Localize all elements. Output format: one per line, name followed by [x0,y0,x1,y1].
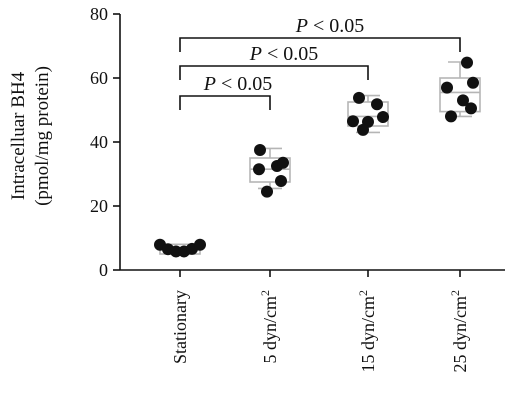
y-tick-label: 60 [90,68,108,88]
x-category-label: 5 dyn/cm2 [258,290,280,364]
y-tick-label: 80 [90,4,108,24]
data-point [347,115,359,128]
x-category-label: 25 dyn/cm2 [448,290,470,373]
y-tick-label: 0 [99,260,108,280]
data-point [445,110,457,123]
data-point [254,144,266,156]
y-axis-label-line1: Intracelluar BH4 [8,71,29,200]
data-point [253,163,265,176]
significance-bracket: P < 0.05 [179,73,273,110]
data-point [465,102,477,115]
data-point [371,98,383,111]
data-point [457,94,469,107]
data-point [277,156,289,169]
data-point [275,175,287,188]
y-ticks: 0 20 40 60 80 [90,4,120,280]
x-category-label: Stationary [170,290,190,364]
data-points [154,56,479,258]
significance-bracket: P < 0.05 [179,43,369,80]
data-point [467,76,479,89]
bracket-line [179,65,369,80]
significance-label: P < 0.05 [249,43,319,65]
data-point [461,56,473,69]
data-point [377,111,389,124]
significance-label: P < 0.05 [203,73,273,95]
significance-bracket: P < 0.05 [179,15,461,52]
data-point [194,238,206,251]
significance-brackets: P < 0.05 P < 0.05 P < 0.05 [179,15,461,110]
x-category-label: 15 dyn/cm2 [356,290,378,373]
data-point [261,185,273,198]
data-point [441,81,453,94]
y-tick-label: 40 [90,132,108,152]
data-point [357,123,369,136]
x-categories: Stationary 5 dyn/cm2 15 dyn/cm2 25 dyn/cm2 [170,270,470,373]
y-axis-label-line2: (pmol/mg protein) [32,66,53,206]
significance-label: P < 0.05 [295,15,365,37]
y-tick-label: 20 [90,196,108,216]
data-point [353,91,365,104]
bracket-line [179,95,271,110]
bracket-line [179,37,461,52]
